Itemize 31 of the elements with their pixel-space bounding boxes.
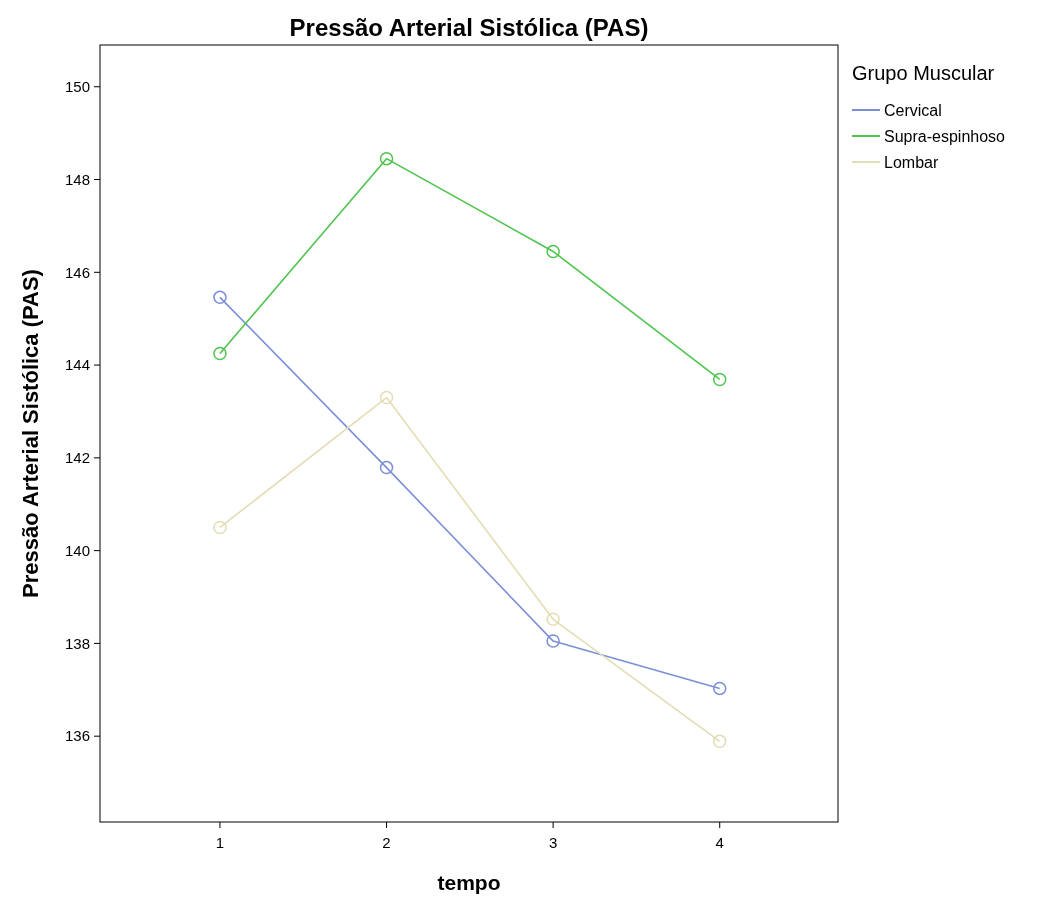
legend-label: Cervical [884, 101, 942, 119]
x-tick-label: 1 [215, 834, 225, 851]
x-axis-title: tempo [437, 871, 501, 894]
point [213, 520, 227, 535]
point [712, 734, 727, 749]
y-axis-title: Pressão Arterial Sistólica (PAS) [18, 269, 43, 598]
point [379, 151, 394, 166]
point [213, 346, 227, 361]
point [379, 460, 394, 475]
legend-label: Lombar [884, 153, 939, 171]
legend-label: Supra-espinhoso [884, 127, 1006, 145]
y-tick-label: 140 [64, 541, 90, 559]
y-tick-label: 150 [64, 78, 90, 95]
point [712, 681, 727, 696]
legend-title: Grupo Muscular [852, 62, 995, 84]
point [546, 634, 560, 648]
x-tick-label: 3 [548, 834, 558, 851]
y-tick-label: 144 [64, 356, 90, 374]
y-tick-label: 142 [64, 449, 90, 467]
point [379, 390, 394, 405]
x-tick-label: 2 [382, 834, 391, 851]
chart-title: Pressão Arterial Sistólica (PAS) [289, 14, 649, 41]
y-tick-label: 138 [64, 634, 90, 652]
point [546, 244, 560, 259]
point [712, 372, 727, 387]
y-tick-label: 148 [64, 170, 90, 188]
y-tick-label: 146 [64, 263, 90, 281]
y-tick-label: 136 [64, 727, 90, 745]
point [546, 612, 560, 627]
x-tick-label: 4 [715, 834, 724, 851]
point [213, 290, 227, 305]
